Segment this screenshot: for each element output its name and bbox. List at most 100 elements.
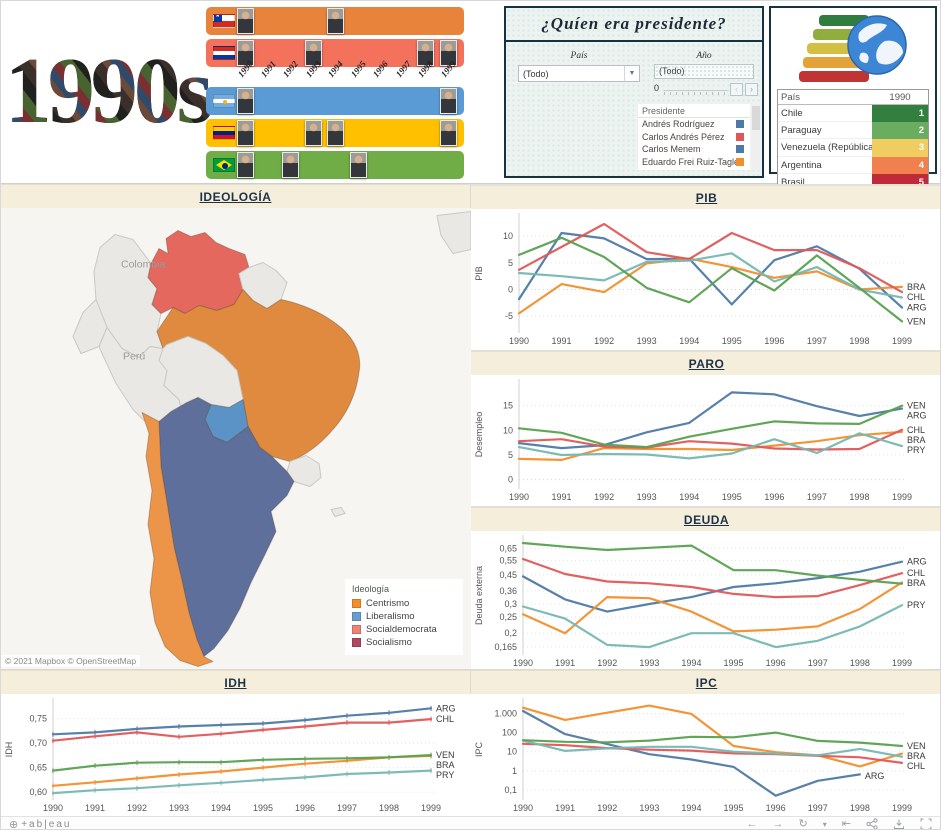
- pib-y-axis-label: PIB: [474, 266, 484, 281]
- pib-chart[interactable]: -5 0 5 10 1990 1991 1992 1993 1994 1995 1996 1997 19…: [471, 209, 941, 350]
- paro-panel: PARO 0 5 10 15 1990 1991 1992 1993 1994 1995 1996 1…: [471, 350, 941, 506]
- president-photo[interactable]: [349, 152, 367, 178]
- president-photo[interactable]: [282, 152, 299, 178]
- svg-text:0,36: 0,36: [499, 586, 517, 596]
- presidente-legend-item[interactable]: Eduardo Frei Ruiz-Tagle: [638, 156, 750, 169]
- president-photo[interactable]: [327, 120, 344, 146]
- scrollbar-thumb[interactable]: [752, 106, 760, 130]
- ipc-title: IPC: [695, 675, 718, 690]
- ranking-row[interactable]: Venezuela (República Boli..3: [778, 139, 928, 157]
- ideologia-legend-item[interactable]: Liberalismo: [352, 610, 456, 623]
- ideologia-legend-item[interactable]: Socialdemocrata: [352, 623, 456, 636]
- revert-icon[interactable]: ⇤: [841, 817, 851, 830]
- ideologia-header: IDEOLOGÍA: [1, 184, 470, 208]
- svg-text:1997: 1997: [808, 658, 828, 668]
- presidente-legend-item[interactable]: Carlos Andrés Pérez: [638, 131, 750, 144]
- paraguay-flag-icon: [213, 46, 235, 60]
- svg-text:0,2: 0,2: [504, 628, 517, 638]
- ideologia-legend-title: Ideología: [352, 584, 390, 594]
- download-icon[interactable]: [893, 818, 905, 830]
- president-photo[interactable]: [237, 40, 254, 66]
- svg-text:1994: 1994: [679, 492, 699, 502]
- color-swatch-icon: [736, 145, 744, 154]
- svg-text:1998: 1998: [849, 492, 869, 502]
- svg-text:0,60: 0,60: [29, 787, 47, 797]
- ano-filter-input[interactable]: (Todo): [654, 64, 754, 79]
- svg-text:0: 0: [508, 475, 513, 485]
- presidente-name: Carlos Menem: [642, 144, 701, 155]
- slider-track[interactable]: [664, 90, 728, 91]
- president-photo[interactable]: [237, 8, 254, 34]
- deuda-series-label-pry: PRY: [907, 600, 925, 610]
- president-photo[interactable]: [417, 40, 434, 66]
- tableau-logo[interactable]: ⊕ +ab|eau: [9, 818, 71, 830]
- globe-icon: [847, 15, 907, 75]
- slider-next-button[interactable]: ›: [745, 83, 758, 96]
- map-country-chile[interactable]: [141, 412, 214, 667]
- svg-text:0,1: 0,1: [504, 785, 517, 795]
- svg-text:10: 10: [503, 231, 513, 241]
- slider-prev-button[interactable]: ‹: [730, 83, 743, 96]
- idh-chart[interactable]: 0,60 0,65 0,70 0,75 1990 1991 1992 1993 1994 1995…: [1, 694, 471, 817]
- brazil-flag-icon: [213, 158, 235, 172]
- replay-icon[interactable]: ↻: [798, 817, 808, 830]
- svg-text:1991: 1991: [555, 658, 575, 668]
- paro-chart[interactable]: 0 5 10 15 1990 1991 1992 1993 1994 1995 1996 1997 19…: [471, 375, 941, 506]
- color-swatch-icon: [352, 612, 361, 621]
- ranking-value: 2: [872, 122, 928, 140]
- president-photo[interactable]: [439, 88, 457, 114]
- paro-series-label-ven: VEN: [907, 401, 926, 411]
- president-photo[interactable]: [327, 8, 344, 34]
- president-photo[interactable]: [304, 40, 322, 66]
- president-photo[interactable]: [439, 40, 457, 66]
- president-photo[interactable]: [237, 88, 254, 114]
- color-swatch-icon: [352, 625, 361, 634]
- map-country-corner[interactable]: [436, 211, 471, 254]
- president-photo[interactable]: [237, 120, 254, 146]
- ideologia-legend: Ideología Centrismo Liberalismo Socialdemo…: [345, 579, 463, 655]
- map-country-brazil[interactable]: [156, 289, 361, 462]
- chevron-down-icon[interactable]: ▼: [624, 66, 639, 81]
- ano-filter-slider[interactable]: 0 ‹ ›: [654, 83, 758, 97]
- ipc-chart[interactable]: 0,1 1 10 100 1.000 1990 1991 1992 1993 1994 1995 19…: [471, 694, 941, 817]
- colombia-label: Colombia: [121, 259, 166, 271]
- globe-books-graphic: [799, 15, 907, 82]
- share-icon[interactable]: [866, 818, 878, 830]
- ipc-series-label-bra: BRA: [907, 751, 926, 761]
- map-country-island[interactable]: [330, 507, 346, 517]
- ideologia-label: Centrismo: [366, 598, 410, 609]
- paro-series-label-chl: CHL: [907, 425, 925, 435]
- ideologia-legend-item[interactable]: Centrismo: [352, 597, 456, 610]
- svg-text:1996: 1996: [764, 492, 784, 502]
- chile-flag-icon: [213, 14, 235, 28]
- svg-text:1990: 1990: [43, 803, 63, 813]
- pais-filter-dropdown[interactable]: (Todo) ▼: [518, 65, 640, 82]
- svg-text:0,70: 0,70: [29, 738, 47, 748]
- svg-text:1990: 1990: [513, 803, 533, 813]
- idh-panel: IDH 0,60 0,65 0,70 0,75 1990 1991 1992 1993 1994…: [1, 670, 471, 817]
- svg-text:15: 15: [503, 401, 513, 411]
- ranking-row[interactable]: Chile 1: [778, 105, 928, 123]
- legend-scrollbar[interactable]: [751, 104, 761, 170]
- svg-text:1997: 1997: [807, 336, 827, 346]
- president-photo[interactable]: [304, 120, 322, 146]
- deuda-chart[interactable]: 0,165 0,2 0,25 0,3 0,36 0,45 0,55 0,65 1990 1991 1…: [471, 531, 941, 672]
- presidente-legend-item[interactable]: Carlos Menem: [638, 143, 750, 156]
- more-icon[interactable]: ▾: [822, 819, 827, 829]
- paro-title: PARO: [688, 356, 725, 371]
- president-photo[interactable]: [237, 152, 254, 178]
- redo-icon[interactable]: →: [772, 817, 784, 830]
- svg-text:1995: 1995: [724, 803, 744, 813]
- presidente-name: Eduardo Frei Ruiz-Tagle: [642, 156, 736, 167]
- idh-series-label-chl: CHL: [436, 714, 454, 724]
- svg-text:1995: 1995: [253, 803, 273, 813]
- ranking-row[interactable]: Argentina 4: [778, 156, 928, 174]
- ranking-row[interactable]: Paraguay 2: [778, 122, 928, 140]
- slider-value[interactable]: 0: [654, 83, 660, 93]
- undo-icon[interactable]: ←: [746, 817, 758, 830]
- presidente-legend-item[interactable]: Andrés Rodríguez: [638, 118, 750, 131]
- fullscreen-icon[interactable]: [920, 818, 932, 830]
- president-photo[interactable]: [439, 120, 457, 146]
- ideologia-legend-item[interactable]: Socialismo: [352, 636, 456, 649]
